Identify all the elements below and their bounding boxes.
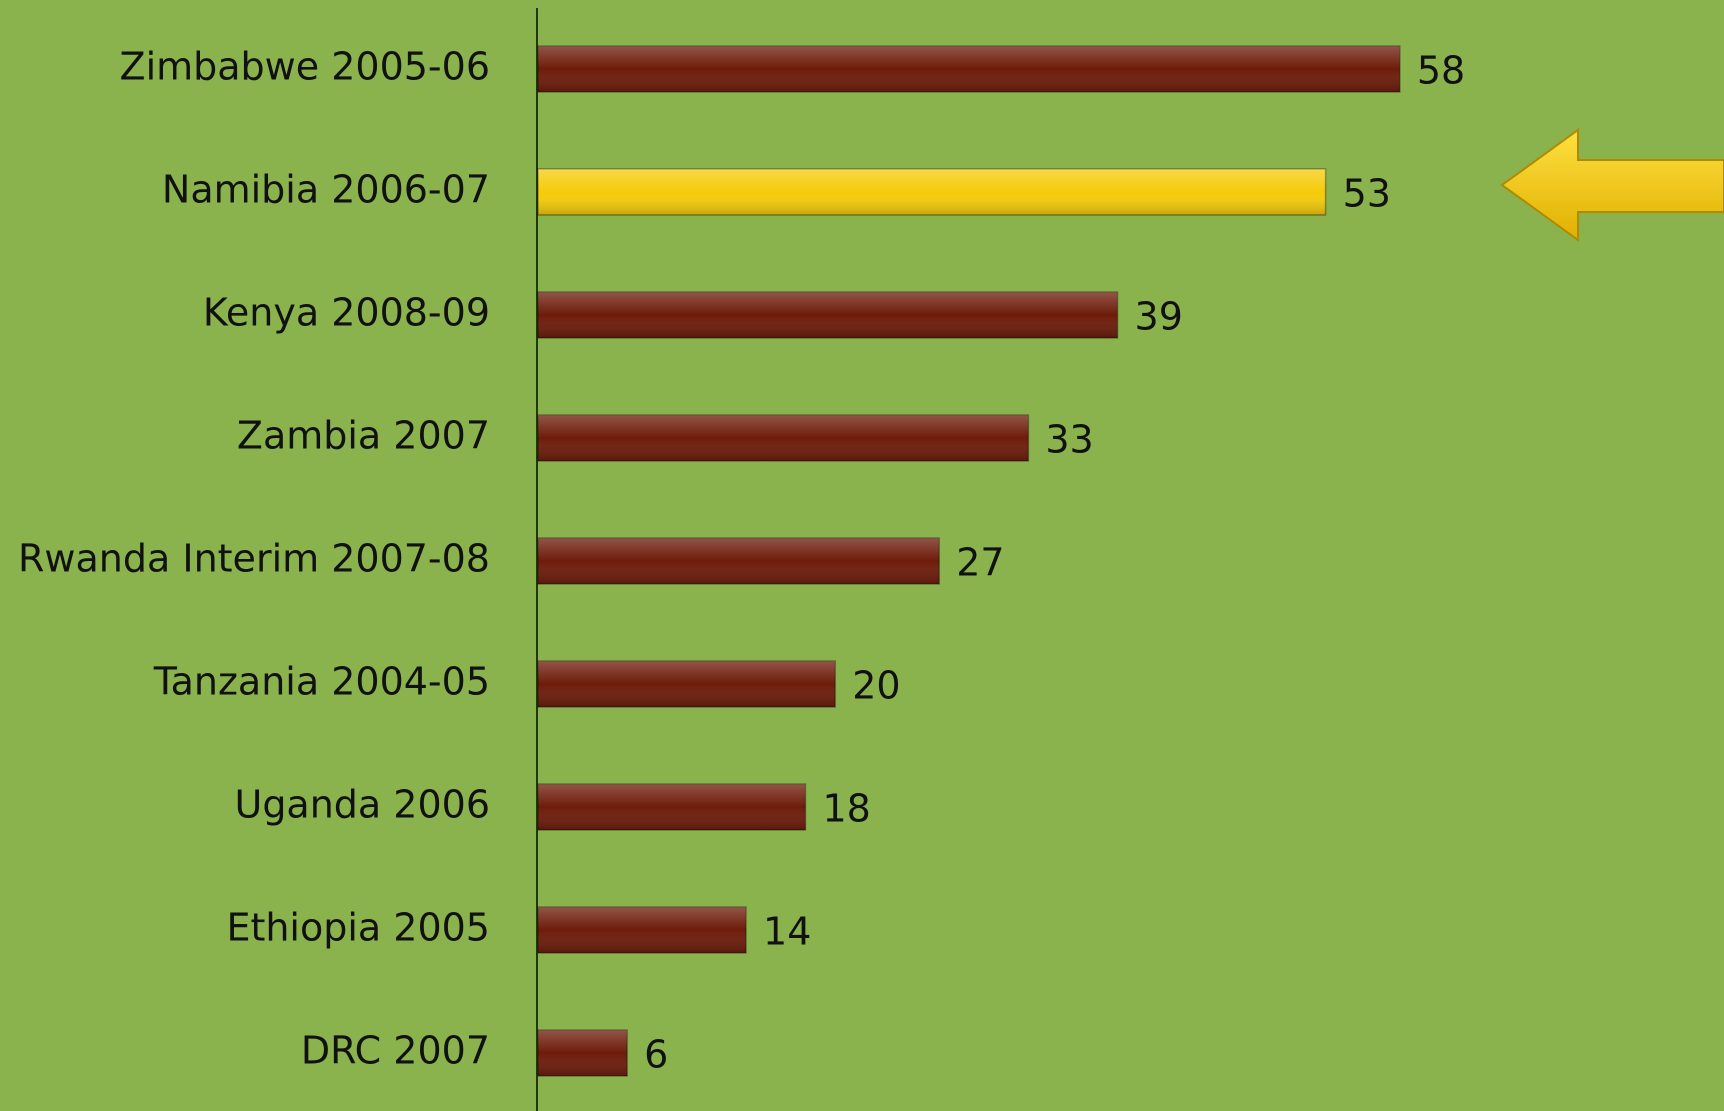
category-label: Zambia 2007 xyxy=(237,414,490,458)
category-label: Kenya 2008-09 xyxy=(203,291,490,335)
value-label: 18 xyxy=(822,787,870,831)
bar-shine xyxy=(538,46,1400,92)
category-label: Rwanda Interim 2007-08 xyxy=(18,537,490,581)
value-label: 27 xyxy=(956,541,1004,585)
value-label: 20 xyxy=(852,664,900,708)
value-label: 6 xyxy=(644,1033,668,1077)
bar-shine xyxy=(538,292,1118,338)
bar-shine xyxy=(538,538,940,584)
bar-shine xyxy=(538,661,836,707)
category-label: Uganda 2006 xyxy=(235,783,491,827)
category-label: Namibia 2006-07 xyxy=(162,168,490,212)
value-label: 33 xyxy=(1045,418,1093,462)
arrow xyxy=(1500,128,1724,242)
bar-shine xyxy=(538,169,1326,215)
bar-shine xyxy=(538,907,747,953)
category-label: Zimbabwe 2005-06 xyxy=(120,45,490,89)
category-label: Ethiopia 2005 xyxy=(226,906,490,950)
value-label: 14 xyxy=(763,910,811,954)
bar-shine xyxy=(538,1030,628,1076)
bar-shine xyxy=(538,415,1029,461)
value-label: 58 xyxy=(1417,49,1465,93)
category-label: Tanzania 2004-05 xyxy=(153,660,490,704)
category-label: DRC 2007 xyxy=(301,1029,490,1073)
value-label: 39 xyxy=(1135,295,1183,339)
bar-shine xyxy=(538,784,806,830)
value-label: 53 xyxy=(1343,172,1391,216)
